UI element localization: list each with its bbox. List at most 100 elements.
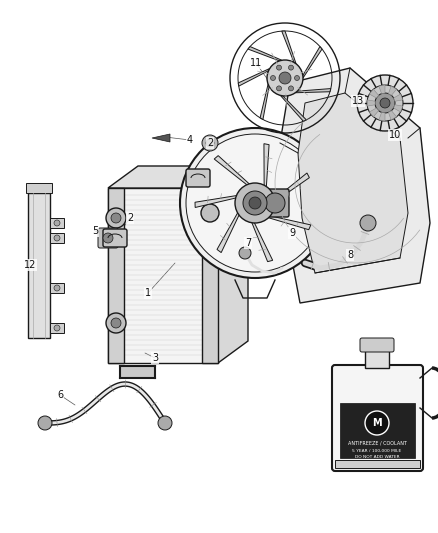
FancyBboxPatch shape [50,218,64,228]
Text: 7: 7 [245,238,251,248]
Circle shape [276,65,282,70]
Polygon shape [369,108,378,117]
FancyBboxPatch shape [120,366,155,378]
FancyBboxPatch shape [335,460,420,468]
FancyBboxPatch shape [98,228,118,248]
Polygon shape [369,89,378,98]
Circle shape [271,76,276,80]
FancyBboxPatch shape [360,338,394,352]
FancyBboxPatch shape [202,188,218,363]
Text: M: M [372,418,382,428]
Polygon shape [152,134,170,142]
FancyBboxPatch shape [365,350,389,368]
FancyBboxPatch shape [108,188,124,363]
Polygon shape [303,46,322,78]
FancyBboxPatch shape [261,189,289,217]
Circle shape [180,128,330,278]
Polygon shape [217,211,240,253]
FancyBboxPatch shape [50,233,64,243]
Polygon shape [280,95,306,122]
FancyBboxPatch shape [340,403,415,458]
Circle shape [206,139,214,147]
Text: 12: 12 [24,260,36,270]
Circle shape [294,76,300,80]
Text: 3: 3 [152,353,158,363]
FancyBboxPatch shape [26,183,52,193]
Text: 11: 11 [250,58,262,68]
Circle shape [103,233,113,243]
FancyBboxPatch shape [50,283,64,293]
Polygon shape [394,105,403,112]
Text: 9: 9 [289,228,295,238]
Polygon shape [280,68,430,303]
Circle shape [289,65,293,70]
Circle shape [357,75,413,131]
Polygon shape [214,156,251,186]
Polygon shape [379,85,385,94]
Circle shape [54,235,60,241]
Text: 10: 10 [389,130,401,140]
Polygon shape [260,84,269,119]
Text: ANTIFREEZE / COOLANT: ANTIFREEZE / COOLANT [347,440,406,446]
Circle shape [54,220,60,226]
Circle shape [111,213,121,223]
Polygon shape [238,68,270,86]
FancyBboxPatch shape [186,169,210,187]
Text: DO NOT ADD WATER: DO NOT ADD WATER [355,455,399,459]
FancyBboxPatch shape [332,365,423,471]
Text: 6: 6 [57,390,63,400]
Polygon shape [298,93,408,273]
Polygon shape [202,166,248,188]
Text: 5: 5 [92,226,98,236]
Circle shape [276,86,282,91]
Circle shape [289,86,293,91]
Polygon shape [282,31,296,64]
Polygon shape [295,88,331,93]
FancyBboxPatch shape [103,229,127,247]
Polygon shape [195,195,239,207]
FancyBboxPatch shape [50,323,64,333]
Circle shape [235,183,275,223]
Circle shape [265,193,285,213]
Text: 2: 2 [207,138,213,148]
Circle shape [111,318,121,328]
Polygon shape [266,215,311,230]
Circle shape [360,215,376,231]
Polygon shape [379,112,385,121]
Circle shape [106,313,126,333]
Circle shape [365,411,389,435]
Polygon shape [108,188,218,363]
Circle shape [54,325,60,331]
Polygon shape [394,94,403,101]
Text: 4: 4 [187,135,193,145]
Circle shape [239,247,251,259]
Circle shape [375,93,395,113]
Circle shape [54,285,60,291]
Text: 2: 2 [127,213,133,223]
Polygon shape [248,46,282,61]
Text: 8: 8 [347,250,353,260]
Polygon shape [273,173,309,203]
Polygon shape [389,111,396,120]
FancyBboxPatch shape [28,193,50,338]
Polygon shape [367,100,375,106]
Circle shape [201,204,219,222]
Text: 1: 1 [145,288,151,298]
Circle shape [249,197,261,209]
Polygon shape [389,86,396,95]
Circle shape [380,98,390,108]
Polygon shape [108,166,248,188]
Circle shape [202,135,218,151]
Circle shape [106,208,126,228]
Polygon shape [218,166,248,363]
Circle shape [186,134,324,272]
Circle shape [267,60,303,96]
Text: 5 YEAR / 100,000 MILE: 5 YEAR / 100,000 MILE [353,449,402,453]
Circle shape [38,416,52,430]
Circle shape [243,191,267,215]
Circle shape [367,85,403,121]
Polygon shape [264,144,269,189]
Circle shape [158,416,172,430]
Circle shape [279,72,291,84]
Polygon shape [251,221,273,262]
